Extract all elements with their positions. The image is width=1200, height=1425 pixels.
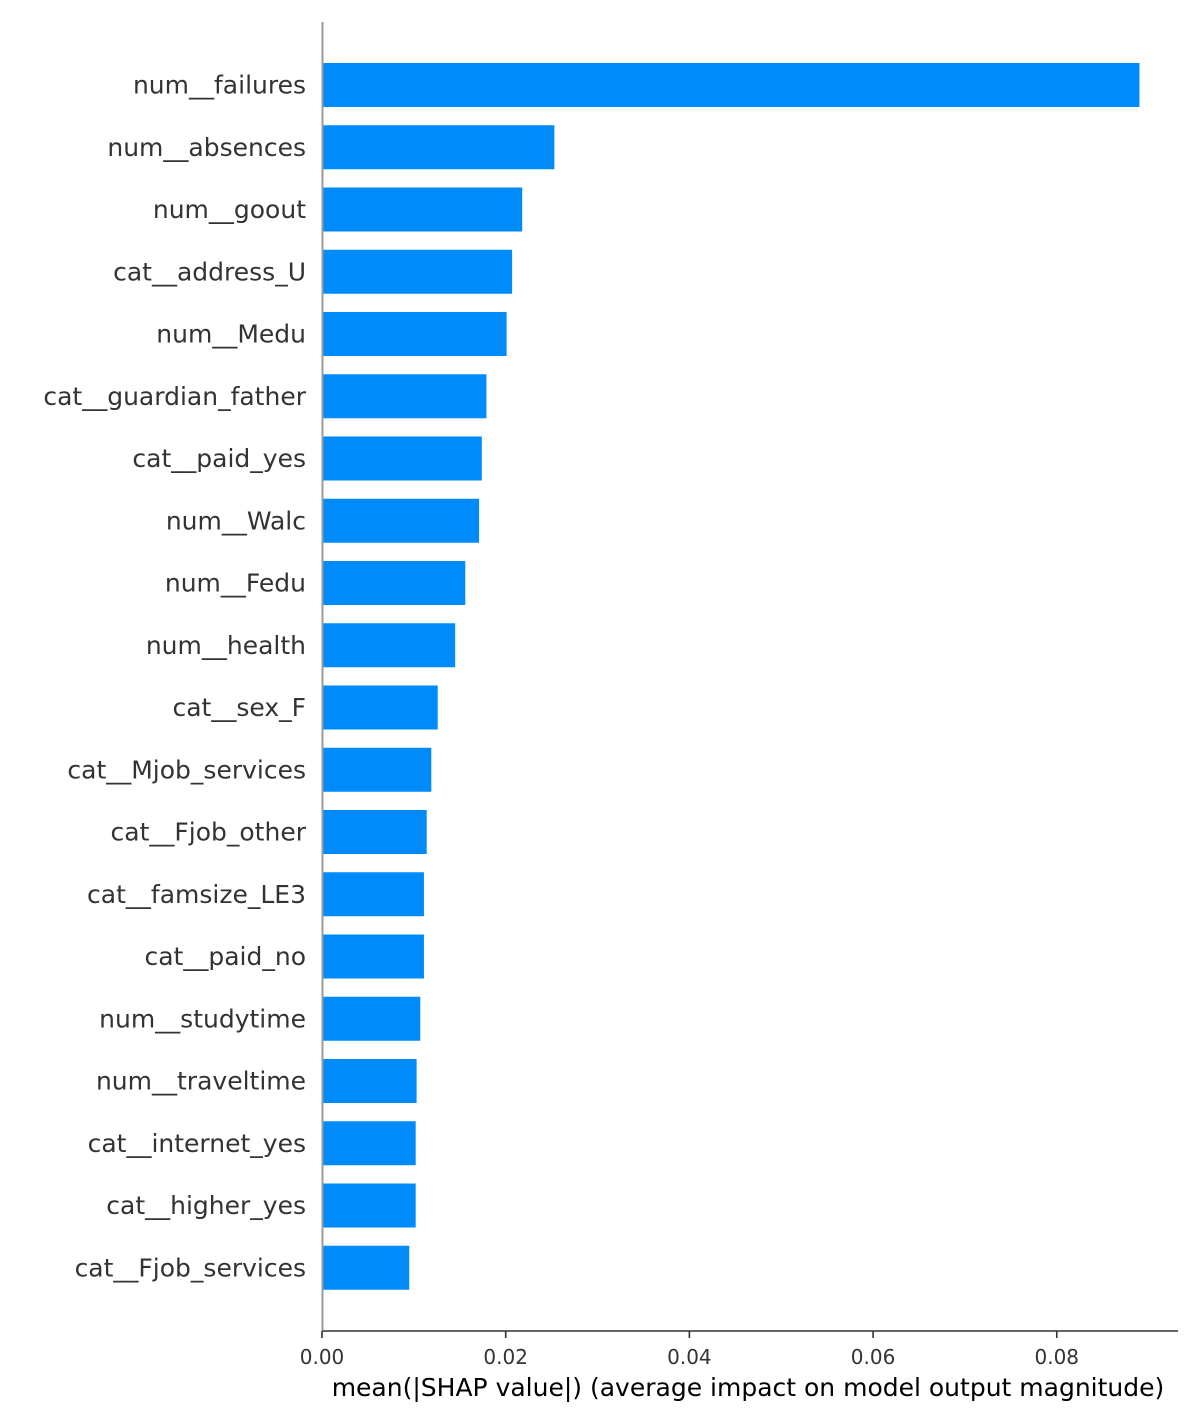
x-axis-title: mean(|SHAP value|) (average impact on mo… [332,1373,1165,1402]
feature-label: cat__Fjob_other [111,818,307,847]
feature-label: num__goout [153,195,306,224]
bar-cat__Fjob_other [322,810,427,854]
bar-num__health [322,623,456,668]
feature-label: cat__Fjob_services [75,1253,306,1282]
feature-label: num__Walc [166,506,306,535]
feature-label: num__Medu [156,320,306,349]
x-tick-label: 0.08 [1034,1345,1079,1369]
bar-num__studytime [322,996,421,1041]
bar-num__Medu [322,312,507,356]
feature-label: num__health [146,631,306,660]
x-axis-ticks: 0.00 0.02 0.04 0.06 0.08 [300,1331,1079,1369]
bar-num__failures [322,63,1140,107]
feature-label: cat__higher_yes [106,1191,306,1220]
feature-label: cat__guardian_father [43,382,306,411]
feature-label: cat__sex_F [172,693,306,722]
feature-label: cat__paid_yes [132,444,306,473]
feature-label: num__absences [107,133,306,162]
bar-num__Fedu [322,561,466,605]
x-tick-label: 0.02 [483,1345,528,1369]
bar-num__goout [322,187,523,232]
x-tick-label: 0.04 [667,1345,712,1369]
x-tick-label: 0.00 [300,1345,345,1369]
bar-cat__famsize_LE3 [322,872,424,917]
bar-cat__guardian_father [322,374,487,419]
feature-label: num__failures [133,71,306,100]
feature-label: num__Fedu [165,569,306,598]
feature-label: cat__paid_no [144,942,306,971]
feature-label: cat__address_U [113,257,306,286]
bar-num__Walc [322,498,480,543]
bars-layer [322,63,1140,1290]
bar-cat__higher_yes [322,1183,416,1228]
feature-label: num__traveltime [96,1067,306,1096]
bar-cat__Mjob_services [322,747,432,792]
x-tick-label: 0.06 [851,1345,896,1369]
feature-labels: num__failures num__absences num__goout cat_… [43,71,306,1283]
feature-label: num__studytime [99,1004,306,1033]
bar-cat__sex_F [322,685,438,730]
bar-cat__paid_yes [322,436,482,481]
bar-cat__internet_yes [322,1121,416,1166]
feature-label: cat__famsize_LE3 [87,880,306,909]
bar-cat__paid_no [322,934,424,979]
bar-cat__Fjob_services [322,1245,410,1290]
bar-cat__address_U [322,249,513,294]
bar-num__traveltime [322,1059,417,1103]
feature-label: cat__internet_yes [88,1129,306,1158]
bar-num__absences [322,125,555,170]
feature-label: cat__Mjob_services [67,755,306,784]
